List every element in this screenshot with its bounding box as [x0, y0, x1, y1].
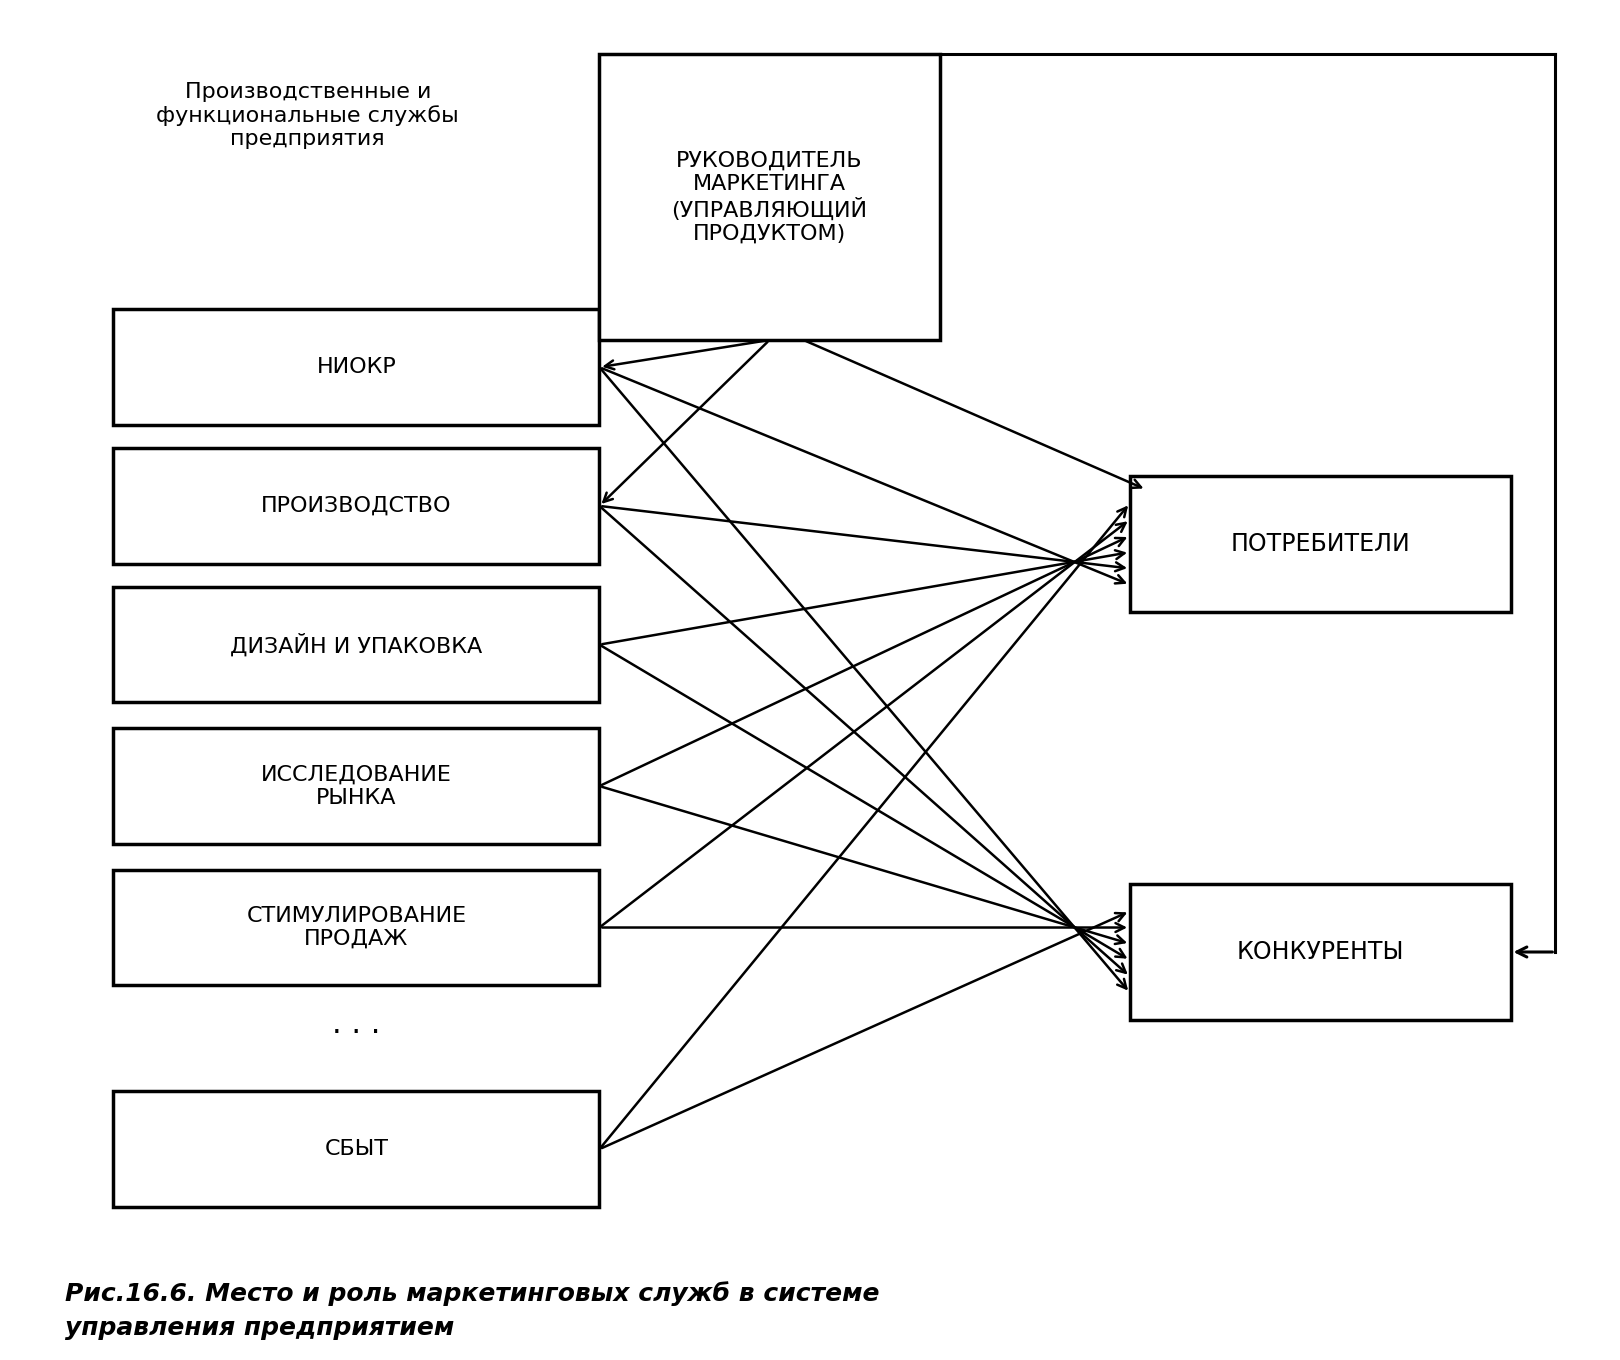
- Text: ПРОИЗВОДСТВО: ПРОИЗВОДСТВО: [261, 496, 452, 515]
- Text: управления предприятием: управления предприятием: [65, 1315, 454, 1340]
- FancyBboxPatch shape: [113, 729, 599, 843]
- FancyBboxPatch shape: [113, 310, 599, 424]
- Text: НИОКР: НИОКР: [316, 358, 397, 377]
- FancyBboxPatch shape: [1131, 476, 1510, 612]
- FancyBboxPatch shape: [113, 870, 599, 985]
- Text: ПОТРЕБИТЕЛИ: ПОТРЕБИТЕЛИ: [1231, 532, 1409, 556]
- FancyBboxPatch shape: [113, 588, 599, 702]
- Text: Производственные и
функциональные службы
предприятия: Производственные и функциональные службы…: [157, 82, 458, 150]
- Text: РУКОВОДИТЕЛЬ
МАРКЕТИНГА
(УПРАВЛЯЮЩИЙ
ПРОДУКТОМ): РУКОВОДИТЕЛЬ МАРКЕТИНГА (УПРАВЛЯЮЩИЙ ПРО…: [672, 151, 867, 243]
- Text: · · ·: · · ·: [332, 1019, 381, 1049]
- Text: ДИЗАЙН И УПАКОВКА: ДИЗАЙН И УПАКОВКА: [230, 632, 483, 657]
- FancyBboxPatch shape: [113, 1091, 599, 1208]
- Text: Рис.16.6. Место и роль маркетинговых служб в системе: Рис.16.6. Место и роль маркетинговых слу…: [65, 1281, 880, 1306]
- Text: СБЫТ: СБЫТ: [324, 1140, 389, 1159]
- FancyBboxPatch shape: [113, 449, 599, 563]
- Text: КОНКУРЕНТЫ: КОНКУРЕНТЫ: [1236, 940, 1405, 964]
- FancyBboxPatch shape: [599, 54, 940, 340]
- FancyBboxPatch shape: [1131, 884, 1510, 1020]
- Text: СТИМУЛИРОВАНИЕ
ПРОДАЖ: СТИМУЛИРОВАНИЕ ПРОДАЖ: [246, 906, 467, 949]
- Text: ИССЛЕДОВАНИЕ
РЫНКА: ИССЛЕДОВАНИЕ РЫНКА: [261, 764, 452, 808]
